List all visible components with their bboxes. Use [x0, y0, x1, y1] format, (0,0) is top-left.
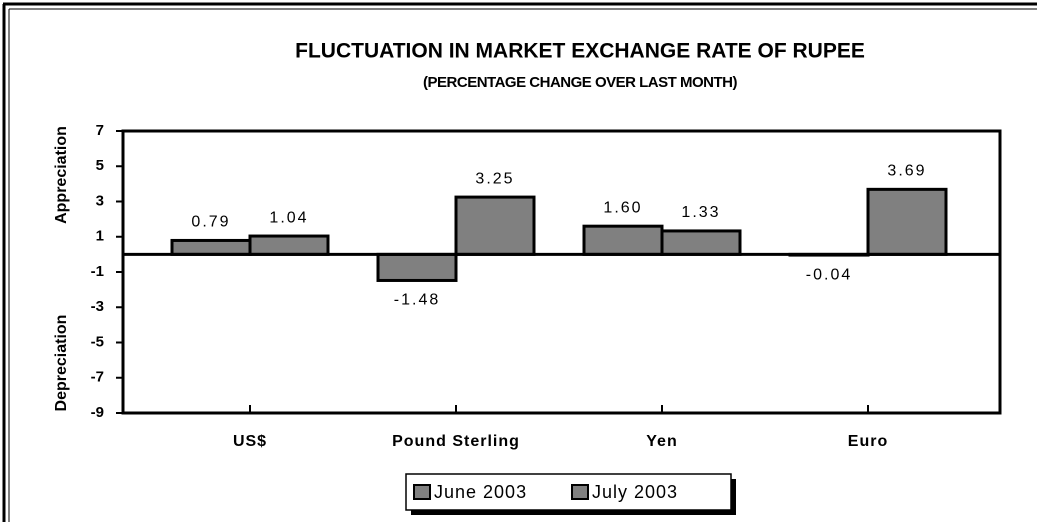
bar [660, 229, 742, 256]
y-tick-label: -9 [91, 404, 104, 421]
value-label: 1.33 [681, 204, 720, 221]
value-label: 3.69 [887, 163, 926, 180]
bar [248, 234, 330, 256]
value-label: 0.79 [191, 214, 230, 231]
bar [454, 195, 536, 256]
y-tick-label: 1 [96, 228, 104, 245]
y-tick-label: -7 [91, 369, 104, 386]
legend-swatch [413, 484, 431, 500]
y-tick-label: -1 [91, 263, 104, 280]
legend-box [405, 473, 732, 511]
x-tick-label: Euro [848, 433, 888, 450]
x-tick-label: Yen [646, 433, 677, 450]
x-tick-label: Pound Sterling [392, 433, 520, 450]
legend-label: July 2003 [592, 482, 678, 502]
y-label-top: Appreciation [53, 126, 70, 224]
value-label: 1.60 [603, 199, 642, 216]
y-tick-label: -5 [91, 333, 104, 350]
y-tick-label: 5 [96, 157, 104, 174]
bar [582, 224, 664, 256]
value-label: -0.04 [806, 266, 852, 283]
legend-label: June 2003 [434, 482, 527, 502]
chart-title: FLUCTUATION IN MARKET EXCHANGE RATE OF R… [295, 40, 865, 63]
bar [376, 252, 458, 282]
y-tick-label: -3 [91, 298, 104, 315]
y-tick-label: 3 [96, 192, 104, 209]
value-label: 3.25 [475, 170, 514, 187]
bar [170, 238, 252, 256]
y-tick-label: 7 [96, 122, 104, 139]
legend-swatch [571, 484, 589, 500]
x-tick-label: US$ [233, 433, 267, 450]
y-label-bottom: Depreciation [53, 315, 70, 412]
bar [866, 187, 948, 256]
value-label: 1.04 [269, 209, 308, 226]
value-label: -1.48 [394, 292, 440, 309]
chart-subtitle: (PERCENTAGE CHANGE OVER LAST MONTH) [423, 74, 737, 91]
